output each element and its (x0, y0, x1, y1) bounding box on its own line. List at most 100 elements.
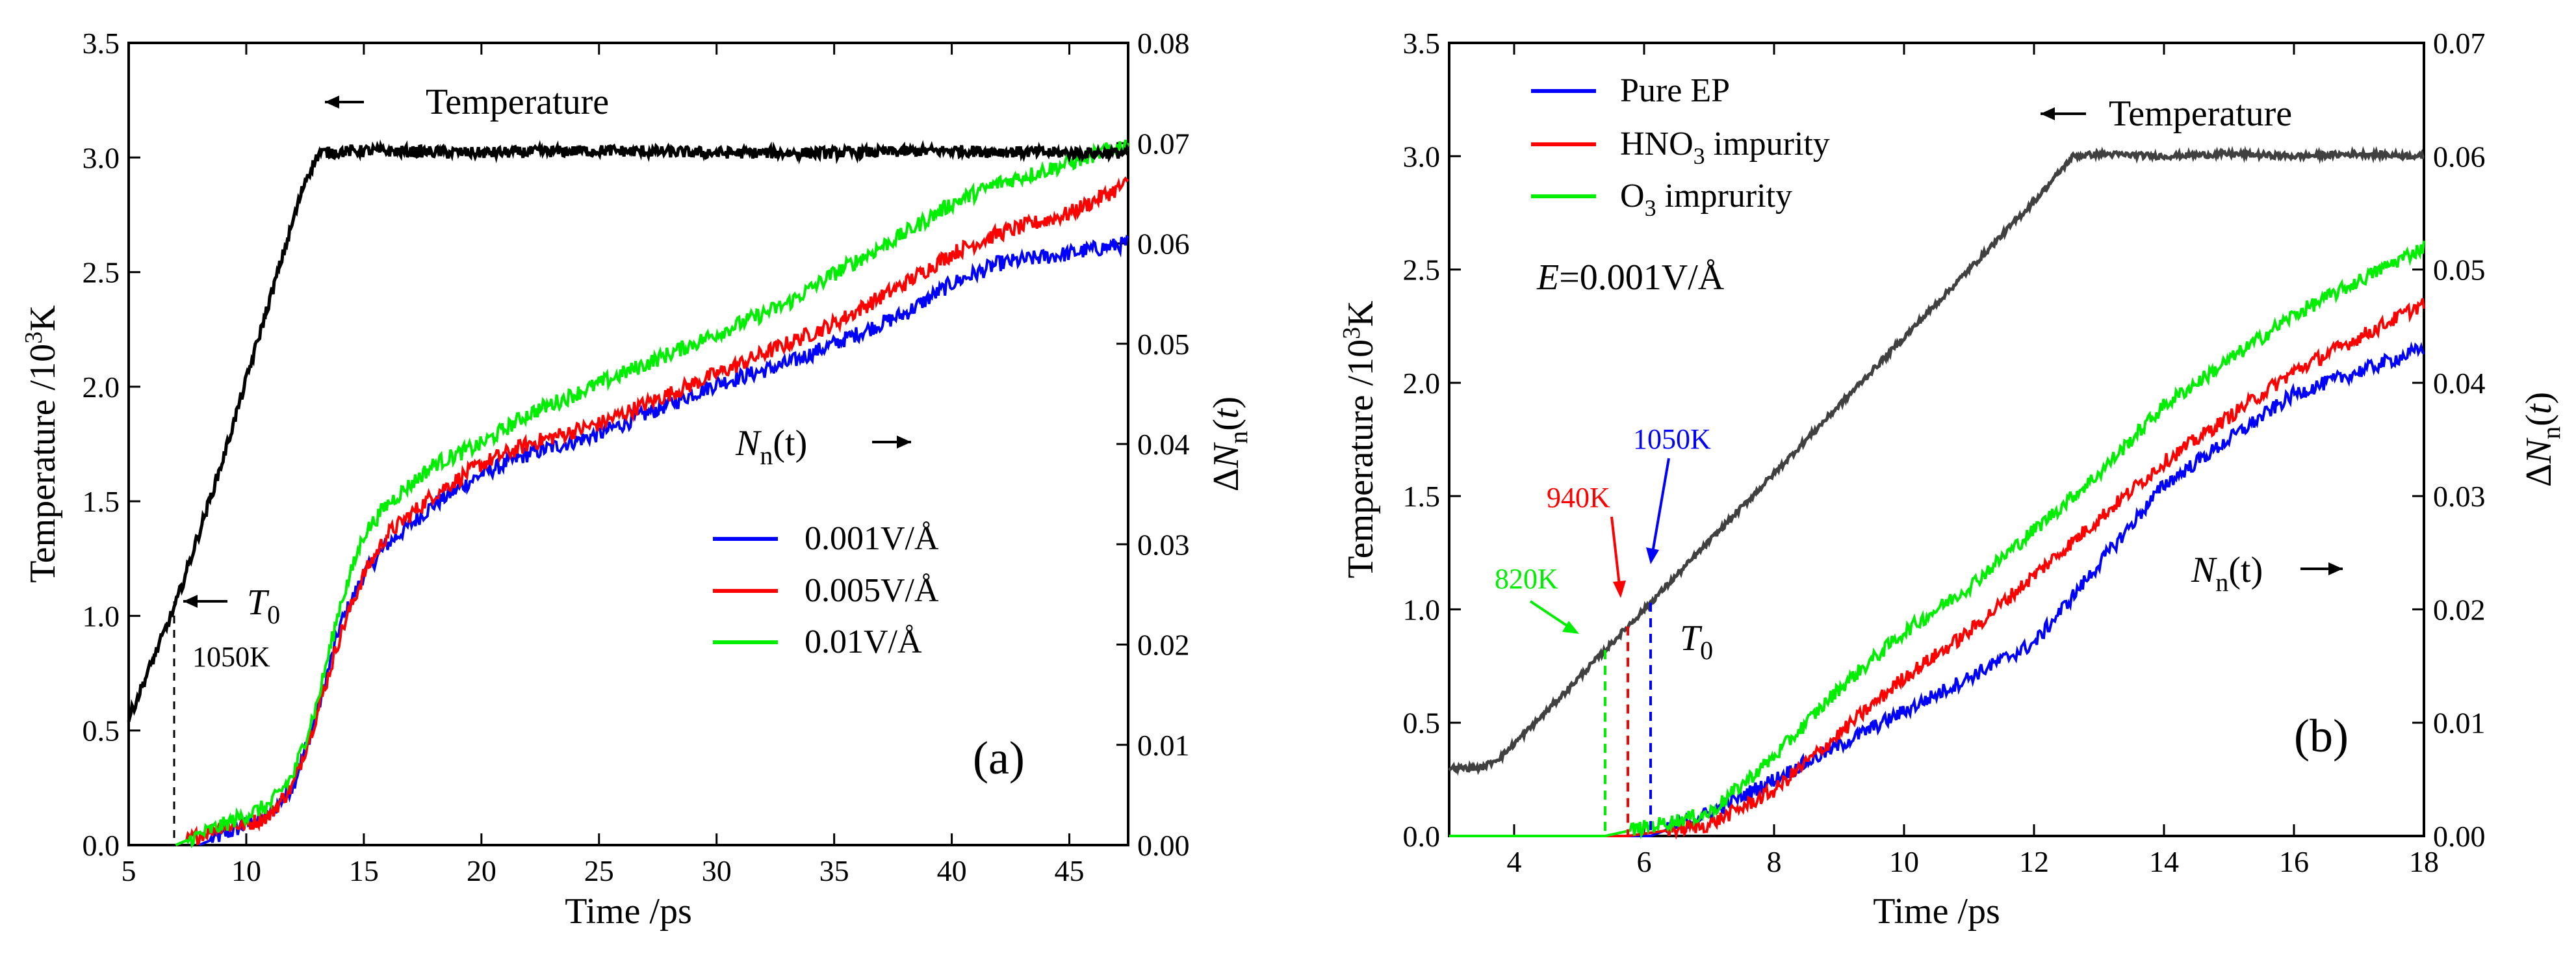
panel-b-legend-item: O3 imprurity (1531, 177, 1792, 221)
panel-a-y-tick-label-left: 3.0 (83, 141, 120, 174)
panel-b-ticks: 4 6 8 10 12 14 16 18 0.0 0.5 1.0 1.5 2.0 2.5 3.0 3.5 0.0… (1403, 27, 2486, 878)
panel-a-y-tick-label-right: 0.02 (1137, 629, 1190, 662)
panel-b-temperature-annotation: Temperature (2041, 94, 2292, 134)
panel-a-x-tick-label: 15 (349, 854, 379, 887)
panel-b-x-tick-label: 18 (2409, 845, 2439, 878)
panel-b-series-line (1449, 341, 2425, 837)
panel-a-y-tick-label-right: 0.08 (1137, 27, 1190, 60)
panel-b-y-tick-label-left: 1.5 (1403, 480, 1441, 513)
panel-a-temperature-line (127, 139, 1130, 722)
panel-b-legend-item: Pure EP (1531, 72, 1730, 109)
panel-a-y-tick-label-left: 2.5 (83, 256, 120, 289)
panel-b-y-tick-label-left: 1.0 (1403, 593, 1441, 626)
panel-b-x-tick-label: 10 (1889, 845, 1919, 878)
panel-a-x-tick-label: 40 (937, 854, 967, 887)
panel-b-y-tick-label-right: 0.07 (2433, 27, 2486, 60)
panel-a-y-tick-label-right: 0.05 (1137, 328, 1190, 361)
panel-a-x-tick-label: 35 (819, 854, 849, 887)
panel-a-x-axis-title: Time /ps (565, 891, 692, 932)
panel-b-y-tick-label-right: 0.05 (2433, 254, 2486, 287)
panel-a-y-tick-label-left: 2.0 (83, 371, 120, 404)
panel-a-y-axis-title-left: Temperature /103K (20, 305, 63, 582)
svg-text:T0: T0 (1680, 618, 1713, 665)
panel-b-x-tick-label: 12 (2019, 845, 2049, 878)
panel-a-series (127, 139, 1130, 848)
panel-a-legend-item: 0.01V/Å (713, 623, 922, 660)
panel-b-x-tick-label: 6 (1637, 845, 1652, 878)
panel-a-x-tick-label: 25 (584, 854, 614, 887)
panel-a-y-tick-label-right: 0.00 (1137, 829, 1190, 862)
panel-b-y-tick-label-left: 0.5 (1403, 707, 1441, 740)
svg-text:O3 imprurity: O3 imprurity (1620, 177, 1792, 221)
svg-text:T0: T0 (247, 582, 280, 629)
svg-text:0.01V/Å: 0.01V/Å (805, 623, 922, 660)
panel-a-series-line (175, 176, 1129, 846)
panel-a-x-tick-label: 10 (231, 854, 261, 887)
panel-b-series-line (1449, 241, 2425, 839)
panel-a-x-tick-label: 45 (1055, 854, 1085, 887)
panel-a-y-tick-label-left: 0.5 (83, 714, 120, 748)
panel-b-y-axis-title-left: Temperature /103K (1338, 300, 1381, 578)
panel-b-k1050-annotation: 1050K (1633, 423, 1711, 564)
panel-a-y-tick-label-left: 3.5 (83, 27, 120, 60)
svg-text:1050K: 1050K (192, 641, 270, 673)
panel-b-y-tick-label-right: 0.00 (2433, 820, 2486, 853)
svg-text:Pure EP: Pure EP (1620, 72, 1730, 109)
panel-b-k820-annotation: 820K (1495, 563, 1579, 634)
panel-a-y-tick-label-right: 0.06 (1137, 228, 1190, 261)
panel-b-series (1448, 146, 2425, 840)
panel-a-series-line (175, 139, 1129, 848)
panel-a-x-tick-label: 20 (467, 854, 496, 887)
panel-a-legend: 0.001V/Å 0.005V/Å 0.01V/Å (713, 520, 939, 660)
panel-b-onset-markers (1604, 602, 1652, 836)
panel-a-legend-item: 0.005V/Å (713, 572, 939, 609)
svg-text:Nn(t): Nn(t) (2191, 550, 2263, 597)
svg-text:Temperature: Temperature (426, 82, 609, 122)
panel-a-legend-item: 0.001V/Å (713, 520, 939, 557)
panel-b-field-annotation: E=0.001V/Å (1536, 257, 1725, 298)
panel-b-y-tick-label-right: 0.04 (2433, 367, 2486, 400)
panel-a-y-tick-label-right: 0.04 (1137, 428, 1190, 461)
panel-a: 5 10 15 20 25 30 35 40 45 0.0 0.5 1.0 1.5 2.0 2.5 3.0 3.… (20, 27, 1253, 932)
panel-a-y-tick-label-left: 1.0 (83, 599, 120, 633)
panel-b-legend-item: HNO3 impurity (1531, 125, 1830, 169)
panel-b-x-axis-title: Time /ps (1873, 891, 2000, 932)
panel-a-t0-annotation: T0 1050K (173, 582, 280, 845)
panel-a-nn-annotation: Nn(t) (735, 423, 911, 470)
panel-b-y-tick-label-left: 2.0 (1403, 367, 1441, 400)
panel-b-y-tick-label-left: 3.5 (1403, 27, 1441, 60)
panel-b-x-tick-label: 16 (2279, 845, 2309, 878)
svg-text:Nn(t): Nn(t) (735, 423, 807, 470)
svg-text:Temperature: Temperature (2109, 94, 2292, 134)
svg-text:E=0.001V/Å: E=0.001V/Å (1536, 257, 1725, 298)
panel-a-y-tick-label-right: 0.03 (1137, 528, 1190, 561)
svg-text:0.005V/Å: 0.005V/Å (805, 572, 939, 609)
panel-a-x-tick-label: 30 (702, 854, 732, 887)
panel-b-y-tick-label-right: 0.01 (2433, 707, 2486, 740)
panel-b-x-tick-label: 14 (2149, 845, 2179, 878)
panel-b-y-tick-label-left: 2.5 (1403, 254, 1441, 287)
panel-b-legend: Pure EP HNO3 impurity O3 imprurity (1531, 72, 1830, 221)
panel-b-k940-annotation: 940K (1547, 482, 1626, 598)
panel-a-y-tick-label-left: 0.0 (83, 829, 120, 862)
panel-b-y-tick-label-right: 0.06 (2433, 140, 2486, 173)
panel-b-x-tick-label: 8 (1767, 845, 1782, 878)
panel-b-y-tick-label-left: 0.0 (1403, 820, 1441, 853)
panel-b-frame (1448, 42, 2425, 837)
svg-text:1050K: 1050K (1633, 423, 1711, 455)
panel-a-x-tick-label: 5 (122, 854, 136, 887)
panel-b-y-tick-label-right: 0.02 (2433, 593, 2486, 626)
panel-a-frame (127, 42, 1129, 846)
panel-b-y-tick-label-right: 0.03 (2433, 480, 2486, 513)
panel-b-label: (b) (2294, 710, 2349, 762)
svg-text:820K: 820K (1495, 563, 1558, 595)
panel-a-y-axis-title-right: ΔNn(t) (1206, 397, 1253, 491)
panel-b: 4 6 8 10 12 14 16 18 0.0 0.5 1.0 1.5 2.0 2.5 3.0 3.5 0.0… (1338, 27, 2566, 932)
panel-b-y-axis-title-right: ΔNn(t) (2519, 392, 2566, 487)
svg-text:940K: 940K (1547, 482, 1610, 514)
panel-a-y-tick-label-right: 0.07 (1137, 127, 1190, 160)
panel-b-t0-annotation: T0 (1680, 618, 1713, 665)
svg-text:HNO3 impurity: HNO3 impurity (1620, 125, 1830, 169)
panel-b-temperature-line (1448, 146, 2425, 776)
